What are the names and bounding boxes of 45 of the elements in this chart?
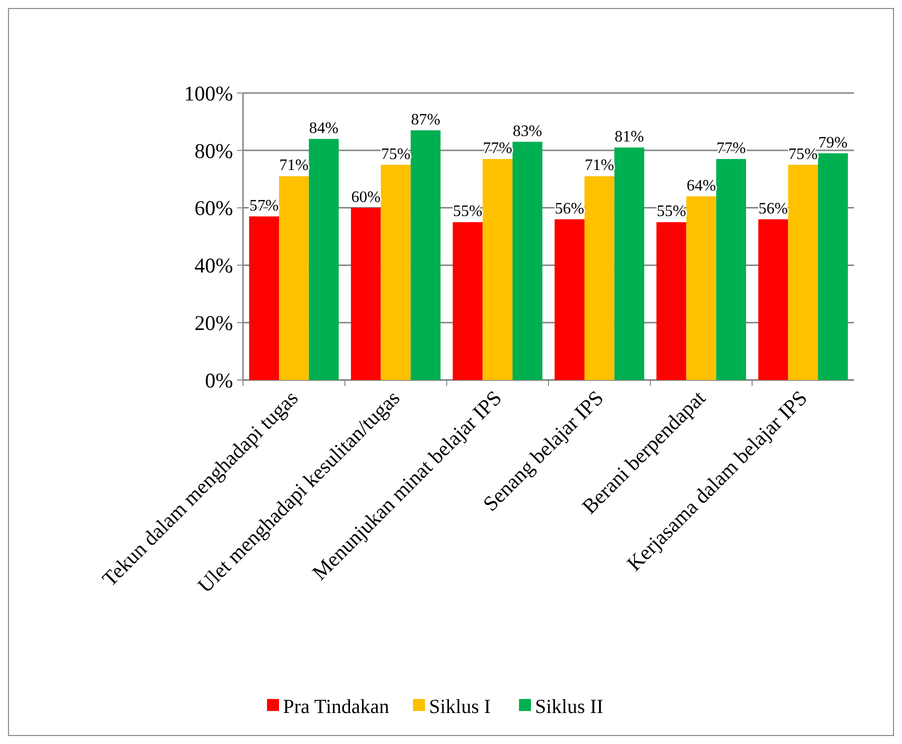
data-label: 77% — [482, 140, 512, 158]
data-label: 77% — [716, 140, 746, 158]
bar — [788, 164, 818, 380]
data-label: 71% — [584, 157, 614, 174]
bar — [452, 222, 483, 380]
data-label: 71% — [279, 157, 309, 174]
legend-label: Pra Tindakan — [283, 696, 390, 718]
bar — [656, 222, 686, 380]
y-tick-label: 80% — [194, 138, 233, 163]
data-label: 75% — [788, 146, 818, 163]
bar — [350, 208, 381, 380]
bar — [308, 138, 339, 380]
bar — [482, 159, 513, 380]
bar — [278, 176, 309, 380]
data-label: 84% — [309, 120, 338, 137]
data-label: 56% — [758, 200, 788, 218]
bar — [818, 153, 848, 380]
data-label: 57% — [249, 197, 279, 214]
bar — [380, 164, 411, 380]
data-label: 55% — [453, 203, 482, 220]
bar — [584, 176, 614, 380]
bar — [410, 130, 441, 380]
bar — [614, 148, 644, 380]
bar — [512, 142, 542, 380]
y-tick-label: 100% — [184, 81, 233, 106]
bar — [716, 159, 746, 380]
data-label: 87% — [410, 111, 440, 128]
legend-label: Siklus I — [429, 696, 491, 718]
y-tick-label: 40% — [194, 254, 233, 278]
data-label: 60% — [351, 188, 381, 206]
y-tick-label: 60% — [194, 196, 233, 220]
y-tick-label: 0% — [205, 368, 233, 392]
bar — [249, 216, 279, 380]
data-label: 75% — [381, 146, 410, 163]
bar — [758, 219, 788, 380]
data-label: 81% — [614, 128, 644, 146]
bar — [686, 196, 716, 380]
data-label: 64% — [686, 177, 716, 194]
legend-label: Siklus II — [535, 696, 604, 718]
data-label: 83% — [512, 122, 542, 140]
bar — [554, 219, 584, 380]
data-label: 79% — [818, 134, 848, 152]
data-label: 55% — [656, 203, 686, 220]
y-tick-label: 20% — [194, 310, 233, 335]
data-label: 56% — [554, 200, 584, 218]
